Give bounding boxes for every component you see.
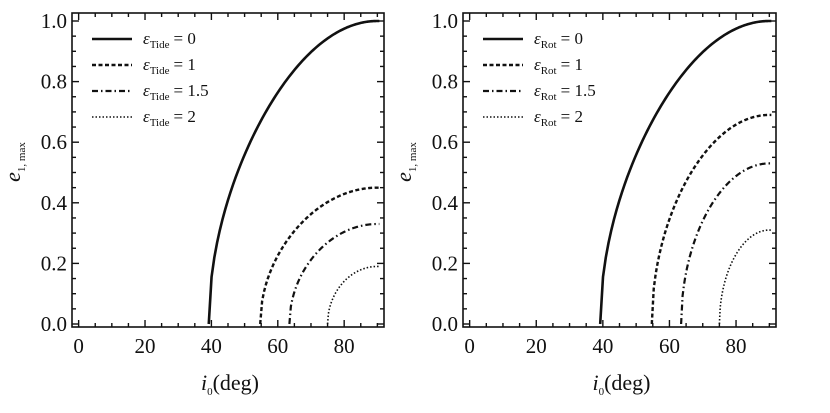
y-tick-label: 0.0 bbox=[432, 312, 458, 336]
legend-label-4: εRot = 2 bbox=[534, 107, 583, 129]
series-line-2 bbox=[650, 113, 772, 325]
legend-label-4: εTide = 2 bbox=[143, 107, 196, 129]
y-tick-label: 0.2 bbox=[41, 251, 67, 275]
x-tick-label: 0 bbox=[73, 334, 84, 358]
y-tick-label: 0.6 bbox=[432, 130, 458, 154]
legend-label-3: εRot = 1.5 bbox=[534, 81, 596, 103]
x-axis-label: i0(deg) bbox=[592, 370, 650, 398]
x-tick-label: 20 bbox=[135, 334, 156, 358]
x-tick-label: 60 bbox=[659, 334, 680, 358]
y-tick-label: 0.6 bbox=[41, 130, 67, 154]
series-line-4 bbox=[326, 265, 380, 325]
x-tick-label: 80 bbox=[334, 334, 355, 358]
y-tick-label: 0.0 bbox=[41, 312, 67, 336]
series-line-2 bbox=[259, 186, 380, 325]
y-axis-label: e1, max bbox=[0, 142, 28, 182]
x-axis-label: i0(deg) bbox=[201, 370, 259, 398]
legend-label-1: εRot = 0 bbox=[534, 29, 583, 51]
x-tick-label: 40 bbox=[592, 334, 613, 358]
x-tick-label: 60 bbox=[267, 334, 288, 358]
legend-label-1: εTide = 0 bbox=[143, 29, 196, 51]
x-tick-label: 80 bbox=[726, 334, 747, 358]
y-tick-label: 0.4 bbox=[432, 191, 459, 215]
legend-label-3: εTide = 1.5 bbox=[143, 81, 209, 103]
y-tick-label: 0.4 bbox=[41, 191, 68, 215]
x-tick-label: 20 bbox=[526, 334, 547, 358]
series-line-1 bbox=[207, 19, 380, 325]
chart-panel-1: 0 20 40 60 80 0.0 0.2 0.4 0.6 0.8 1.0 i0(deg) e1, ma… bbox=[0, 9, 385, 398]
plot-frame bbox=[71, 12, 385, 328]
series-line-1 bbox=[598, 19, 772, 325]
chart-panel-2: 0 20 40 60 80 0.0 0.2 0.4 0.6 0.8 1.0 i0(deg) e1, ma… bbox=[391, 9, 777, 398]
series-line-3 bbox=[288, 222, 380, 325]
legend-label-2: εRot = 1 bbox=[534, 55, 583, 77]
plot-frame bbox=[462, 12, 777, 328]
y-tick-label: 0.2 bbox=[432, 251, 458, 275]
series-line-4 bbox=[718, 229, 772, 325]
y-axis-label: e1, max bbox=[391, 142, 419, 182]
y-tick-label: 0.8 bbox=[41, 70, 67, 94]
y-tick-label: 0.8 bbox=[432, 70, 458, 94]
y-tick-label: 1.0 bbox=[41, 9, 67, 33]
y-tick-label: 1.0 bbox=[432, 9, 458, 33]
legend-label-2: εTide = 1 bbox=[143, 55, 196, 77]
x-tick-label: 0 bbox=[464, 334, 475, 358]
series-line-3 bbox=[680, 162, 772, 325]
x-tick-label: 40 bbox=[201, 334, 222, 358]
